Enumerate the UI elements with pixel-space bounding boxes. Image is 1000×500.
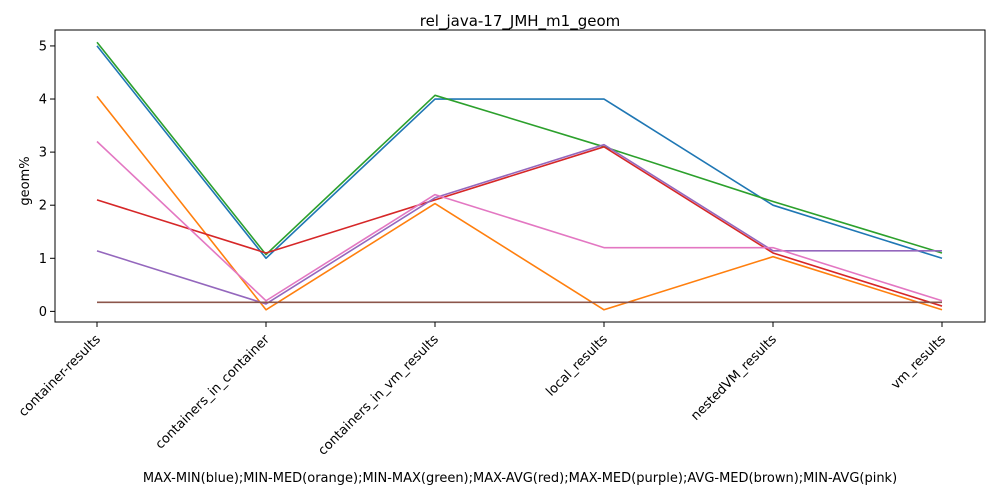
y-tick-label-5: 5 [39,39,47,54]
x-tick-label-2: containers_in_vm_results [316,332,442,458]
chart-title: rel_java-17_JMH_m1_geom [420,12,621,31]
y-tick-label-4: 4 [39,93,47,108]
series-line-0 [96,45,943,260]
series-line-3 [96,146,943,307]
series-line-6 [96,140,943,302]
y-axis: 0 1 2 3 4 5 [39,39,55,320]
x-tick-label-3: local_results [543,332,611,400]
plot-area [55,30,985,322]
y-tick-label-0: 0 [39,305,47,320]
y-tick-label-2: 2 [39,199,47,214]
x-tick-label-1: containers_in_container [153,332,274,453]
x-tick-label-4: nestedVM_results [688,332,780,424]
y-tick-label-3: 3 [39,146,47,161]
series-layer [96,41,943,311]
series-line-2 [96,41,943,256]
x-axis: container-results containers_in_container… [16,322,949,459]
series-line-4 [96,143,942,305]
x-tick-label-0: container-results [16,332,104,420]
plot-frame [54,29,986,323]
x-tick-label-5: vm_results [888,332,949,393]
x-axis-label: MAX-MIN(blue);MIN-MED(orange);MIN-MAX(gr… [143,471,897,486]
y-axis-label: geom% [18,156,33,205]
y-tick-label-1: 1 [39,252,47,267]
